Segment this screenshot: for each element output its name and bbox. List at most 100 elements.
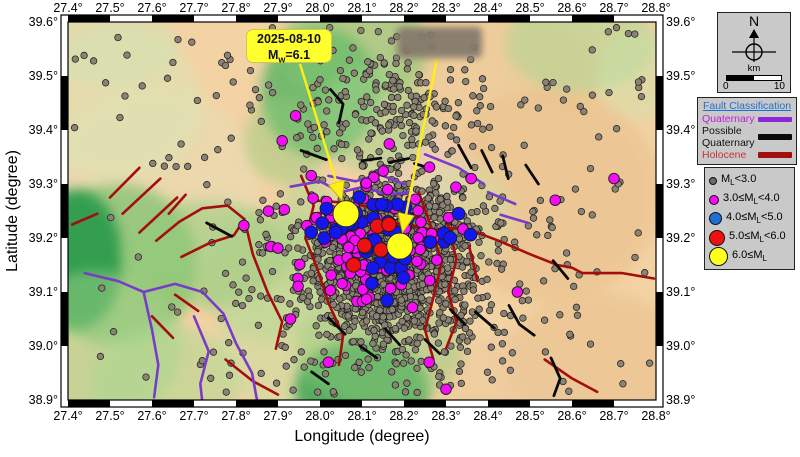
- fault-legend: Fault Classification Quaternary Possible …: [697, 97, 797, 165]
- epicenter-dot: [456, 343, 465, 351]
- epicenter-dot: [238, 258, 247, 266]
- epicenter-dot: [109, 328, 118, 336]
- epicenter-dot: [488, 376, 496, 384]
- epicenter-dot: [500, 328, 509, 337]
- epicenter-dot: [225, 339, 233, 347]
- epicenter-dot: [461, 301, 469, 309]
- x-tick-label-top: 28.3°: [431, 1, 460, 15]
- epicenter-dot: [379, 313, 387, 321]
- epicenter-dot: [372, 312, 381, 320]
- epicenter-dot: [336, 66, 345, 75]
- epicenter-dot: [336, 295, 344, 303]
- y-tick-label-right: 39.1°: [666, 285, 695, 299]
- epicenter-dot: [272, 379, 281, 387]
- north-label: N: [748, 13, 760, 29]
- magnitude-dot-swatch: [709, 229, 725, 246]
- fault-line-swatch: [758, 152, 792, 158]
- epicenter-dot: [397, 296, 405, 304]
- fault-line-holocene: [299, 174, 345, 367]
- epicenter-dot: [188, 38, 196, 46]
- fault-line-holocene: [138, 196, 179, 234]
- epicenter-dot: [374, 28, 382, 36]
- epicenter-dot: [406, 292, 415, 301]
- epicenter-dot: [444, 104, 453, 113]
- x-tick-label-top: 28.0°: [305, 1, 334, 15]
- epicenter-dot: [325, 269, 337, 281]
- epicenter-dot: [565, 387, 573, 395]
- epicenter-dot: [412, 127, 420, 135]
- x-tick-label-top: 28.5°: [515, 1, 544, 15]
- epicenter-dot: [462, 77, 470, 86]
- epicenter-dot: [439, 314, 448, 322]
- magnitude-dot-swatch: [709, 247, 728, 266]
- epicenter-dot: [214, 146, 222, 154]
- epicenter-dot: [403, 379, 411, 387]
- epicenter-dot: [520, 141, 528, 149]
- fault-line-possible-quaternary: [387, 157, 410, 164]
- epicenter-dot: [411, 346, 420, 354]
- epicenter-dot: [416, 334, 424, 342]
- epicenter-dot: [533, 231, 541, 239]
- epicenter-dot: [322, 356, 335, 368]
- epicenter-dot: [366, 98, 375, 107]
- epicenter-dot: [391, 381, 400, 389]
- epicenter-dot: [406, 301, 419, 314]
- epicenter-dot: [329, 388, 337, 396]
- epicenter-dot: [421, 138, 430, 146]
- epicenter-dot: [326, 256, 334, 265]
- epicenter-dot: [297, 101, 305, 109]
- epicenter-dot: [540, 316, 549, 324]
- epicenter-dot: [485, 306, 494, 315]
- epicenter-dot: [413, 339, 421, 348]
- epicenter-dot: [386, 313, 394, 321]
- epicenter-dot: [493, 259, 501, 268]
- epicenter-dot: [142, 373, 150, 381]
- y-tick-label-left: 38.9°: [29, 393, 58, 407]
- epicenter-dot: [435, 208, 444, 217]
- epicenter-dot: [389, 102, 397, 111]
- x-tick-label-bottom: 28.7°: [599, 409, 628, 423]
- epicenter-dot: [365, 135, 373, 143]
- fault-line-quaternary: [192, 314, 210, 400]
- epicenter-dot: [498, 340, 507, 348]
- event-arrow: [403, 58, 439, 230]
- fault-line-possible-quaternary: [326, 316, 347, 336]
- scale-unit-label: km: [747, 62, 761, 74]
- epicenter-dot: [392, 59, 400, 68]
- epicenter-dot: [292, 280, 304, 293]
- epicenter-dot: [441, 280, 449, 288]
- epicenter-dot: [517, 101, 525, 109]
- x-tick-label-bottom: 28.1°: [347, 409, 376, 423]
- epicenter-dot: [229, 78, 237, 86]
- epicenter-dot: [307, 357, 315, 365]
- epicenter-dot: [177, 140, 185, 148]
- epicenter-dot: [387, 93, 396, 102]
- fault-line-swatch: [758, 116, 792, 122]
- epicenter-dot: [207, 374, 215, 382]
- epicenter-dot: [624, 29, 633, 38]
- epicenter-dot: [277, 295, 285, 304]
- fault-line-holocene: [173, 293, 200, 313]
- epicenter-dot: [469, 286, 478, 294]
- fault-line-possible-quaternary: [358, 344, 379, 360]
- epicenter-dot: [485, 123, 494, 132]
- y-tick-label-left: 39.0°: [29, 339, 58, 353]
- epicenter-dot: [637, 92, 646, 101]
- epicenter-dot: [222, 388, 230, 396]
- x-tick-label-top: 28.6°: [557, 1, 586, 15]
- epicenter-dot: [546, 216, 554, 224]
- north-arrow-icon: [749, 29, 759, 38]
- epicenter-dot: [358, 162, 367, 170]
- epicenter-dot: [257, 117, 265, 126]
- epicenter-dot: [457, 360, 465, 368]
- x-tick-label-top: 28.8°: [641, 1, 670, 15]
- epicenter-dot: [385, 70, 393, 79]
- epicenter-dot: [641, 269, 649, 277]
- epicenter-dot: [452, 112, 460, 120]
- epicenter-dot: [397, 106, 406, 115]
- epicenter-dot: [309, 133, 317, 142]
- epicenter-dot: [374, 197, 389, 212]
- epicenter-dot: [522, 287, 530, 295]
- epicenter-dot: [317, 231, 331, 245]
- epicenter-dot: [413, 364, 421, 372]
